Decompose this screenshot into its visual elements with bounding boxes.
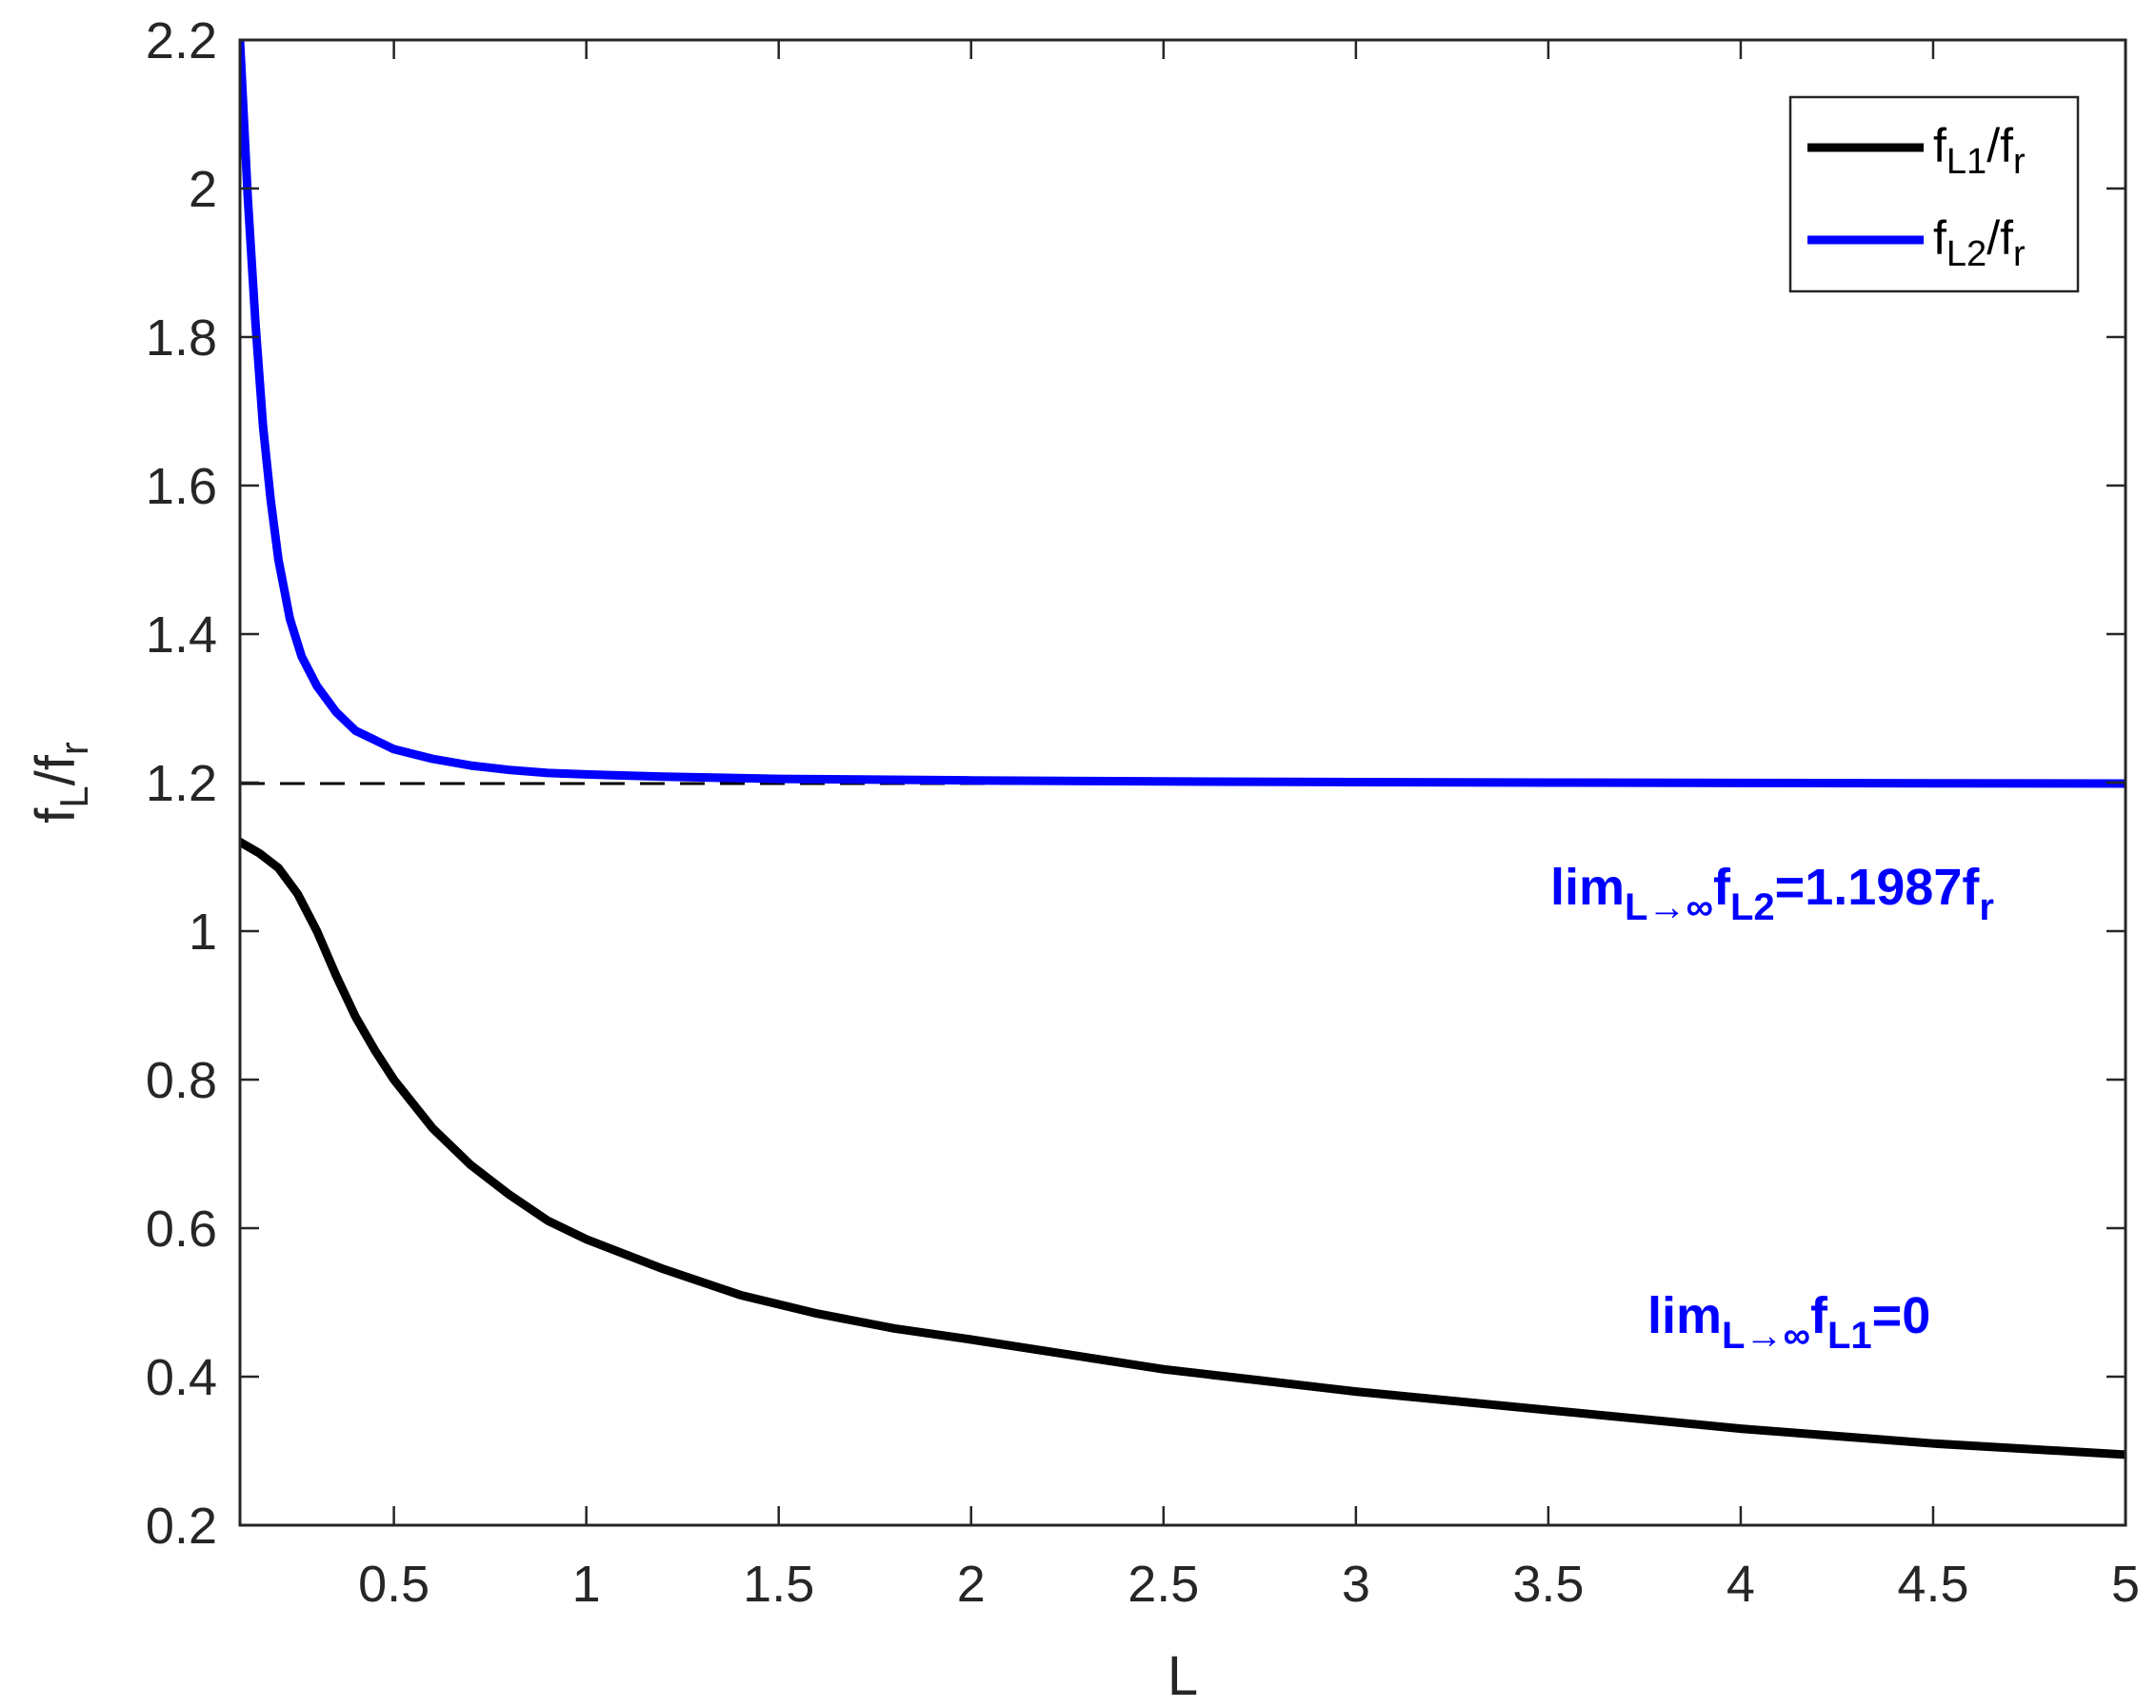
y-tick-label: 2.2 (146, 12, 217, 70)
legend-box (1788, 95, 2080, 293)
legend: fL1/fr fL2/fr (1788, 95, 2080, 293)
y-tick-label: 1.8 (146, 309, 217, 367)
y-tick-label: 1.4 (146, 606, 217, 664)
legend-label-fL2: fL2/fr (1933, 211, 2026, 274)
y-tick-label: 1.2 (146, 755, 217, 812)
x-tick-label: 4.5 (1897, 1556, 1968, 1613)
y-axis-label-sep: /f (25, 754, 87, 785)
x-tick-label: 5 (2111, 1556, 2140, 1613)
x-tick-label: 0.5 (358, 1556, 429, 1613)
y-axis-label-sub: L (51, 785, 96, 807)
annotation-limit-fL2: limL→∞fL2=1.1987fr (1550, 859, 1994, 928)
y-tick-label: 1 (189, 904, 217, 961)
x-tick-label: 1 (572, 1556, 601, 1613)
x-tick-label: 2.5 (1128, 1556, 1199, 1613)
x-tick-label: 3 (1342, 1556, 1370, 1613)
x-tick-label: 2 (957, 1556, 986, 1613)
y-axis-label-sub2: r (51, 742, 96, 755)
y-tick-label: 2 (189, 161, 217, 218)
y-tick-label: 0.8 (146, 1052, 217, 1109)
y-ticks: 0.2 0.4 0.6 0.8 1 1.2 1.4 1.6 1.8 2 2.2 (146, 12, 2126, 1555)
series-line-fL1 (240, 837, 2126, 1460)
y-tick-label: 1.6 (146, 458, 217, 515)
series-line-fL2 (240, 40, 2126, 788)
y-tick-label: 0.6 (146, 1201, 217, 1258)
series-layer (240, 40, 2126, 1460)
x-axis-label: L (1168, 1645, 1198, 1707)
x-tick-label: 1.5 (743, 1556, 814, 1613)
x-ticks: 0.5 1 1.5 2 2.5 3 3.5 4 4.5 5 (358, 40, 2140, 1613)
y-tick-label: 0.4 (146, 1349, 217, 1406)
y-tick-label: 0.2 (146, 1498, 217, 1555)
y-axis-label-base: f (25, 807, 87, 824)
x-tick-label: 4 (1727, 1556, 1755, 1613)
y-axis-label: fL/fr (25, 742, 96, 824)
annotation-limit-fL1: limL→∞fL1=0 (1647, 1287, 1930, 1357)
x-tick-label: 3.5 (1512, 1556, 1584, 1613)
legend-label-fL1: fL1/fr (1933, 119, 2026, 182)
